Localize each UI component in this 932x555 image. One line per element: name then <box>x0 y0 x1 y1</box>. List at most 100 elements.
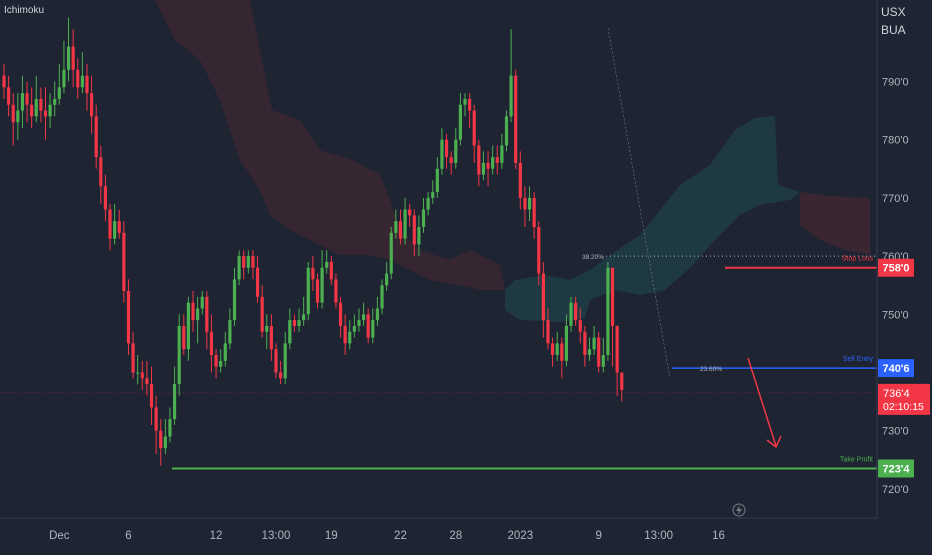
candle <box>500 133 504 169</box>
price-tag-take-profit[interactable]: 723'4 <box>878 459 914 478</box>
candle <box>140 360 144 390</box>
candle <box>444 133 449 169</box>
price-axis[interactable]: 790'0780'0770'0760'0750'0730'0720'0758'0… <box>878 76 930 496</box>
candle <box>66 17 71 82</box>
price-tag-stop-loss[interactable]: 758'0 <box>878 258 914 277</box>
candle <box>361 302 366 326</box>
candle <box>11 93 15 146</box>
candle <box>43 87 48 140</box>
candle <box>426 192 430 216</box>
svg-text:758'0: 758'0 <box>882 263 909 275</box>
candle <box>523 186 527 227</box>
candle <box>389 226 393 280</box>
candle <box>242 250 246 280</box>
candle <box>560 337 564 379</box>
candle <box>398 209 403 245</box>
take-profit-label: Take Profit <box>840 457 873 464</box>
candle <box>279 360 283 385</box>
cloud-bearish-future <box>800 192 870 255</box>
candle <box>569 296 573 332</box>
fib-trendline[interactable] <box>607 27 671 379</box>
price-tag-last[interactable]: 736'402:10:15 <box>878 383 930 415</box>
candle <box>334 273 338 309</box>
candle <box>154 395 158 454</box>
candle <box>62 40 66 94</box>
sell-entry-label: Sell Entry <box>843 356 873 363</box>
candle <box>48 93 52 129</box>
bar-countdown: 02:10:15 <box>883 401 924 413</box>
candle <box>122 221 126 303</box>
candle <box>518 151 522 210</box>
candle <box>463 93 467 117</box>
candle <box>71 29 75 88</box>
candle <box>182 314 186 356</box>
time-tick-label: 12 <box>210 530 223 542</box>
candle <box>302 296 306 326</box>
candle <box>343 314 347 356</box>
candle <box>541 261 545 338</box>
candle <box>288 308 292 350</box>
candle <box>292 314 297 332</box>
candle <box>232 267 237 326</box>
candle <box>315 273 320 309</box>
candle <box>601 337 605 373</box>
candle <box>246 250 250 274</box>
candle <box>103 174 108 222</box>
currency-label: USX <box>881 5 906 19</box>
candle <box>311 256 315 292</box>
candle <box>440 128 444 175</box>
candle <box>514 69 518 169</box>
candle <box>620 372 624 402</box>
price-tag-sell-entry[interactable]: 740'6 <box>878 359 914 378</box>
candle <box>16 93 20 140</box>
candle <box>34 75 38 123</box>
candle <box>200 291 204 315</box>
candle <box>163 419 167 454</box>
candle <box>39 87 43 123</box>
price-tick-label: 770'0 <box>882 193 909 205</box>
candle <box>532 192 536 239</box>
price-tick-label: 720'0 <box>882 484 909 496</box>
time-tick-label: Dec <box>49 530 70 542</box>
time-tick-label: 9 <box>595 530 601 542</box>
projection-arrow[interactable] <box>747 357 777 447</box>
candle <box>477 139 481 187</box>
cloud-bullish <box>505 116 800 322</box>
candle <box>421 197 426 233</box>
candle <box>610 267 615 367</box>
candle <box>136 355 140 385</box>
candle <box>412 209 416 257</box>
candle <box>491 145 495 175</box>
lightning-icon[interactable] <box>732 503 746 517</box>
candle <box>265 314 269 350</box>
candle <box>126 279 131 356</box>
candle <box>172 366 177 425</box>
candle <box>371 308 375 344</box>
candle <box>468 93 472 129</box>
candle <box>592 325 596 356</box>
candle <box>431 180 435 204</box>
time-axis[interactable]: Dec 6 12 13:00 19 22 28 2023 9 13:00 16 <box>49 530 725 542</box>
candle <box>537 221 541 286</box>
candle <box>357 308 361 332</box>
candle <box>20 75 25 129</box>
indicator-label[interactable]: Ichimoku <box>4 5 44 16</box>
candle <box>214 349 218 379</box>
svg-text:723'4: 723'4 <box>882 464 910 476</box>
candle <box>481 151 486 181</box>
candle <box>94 104 98 169</box>
candle <box>57 64 61 105</box>
candle <box>583 325 587 367</box>
time-tick-label: 16 <box>712 530 725 542</box>
candle <box>352 314 356 338</box>
candle <box>587 337 592 361</box>
candle <box>251 250 255 280</box>
candle <box>196 296 200 344</box>
candle <box>578 308 582 344</box>
ichimoku-cloud <box>155 0 870 322</box>
candle <box>297 308 301 332</box>
candle <box>348 320 352 350</box>
candle <box>228 308 232 350</box>
candle <box>2 64 6 99</box>
